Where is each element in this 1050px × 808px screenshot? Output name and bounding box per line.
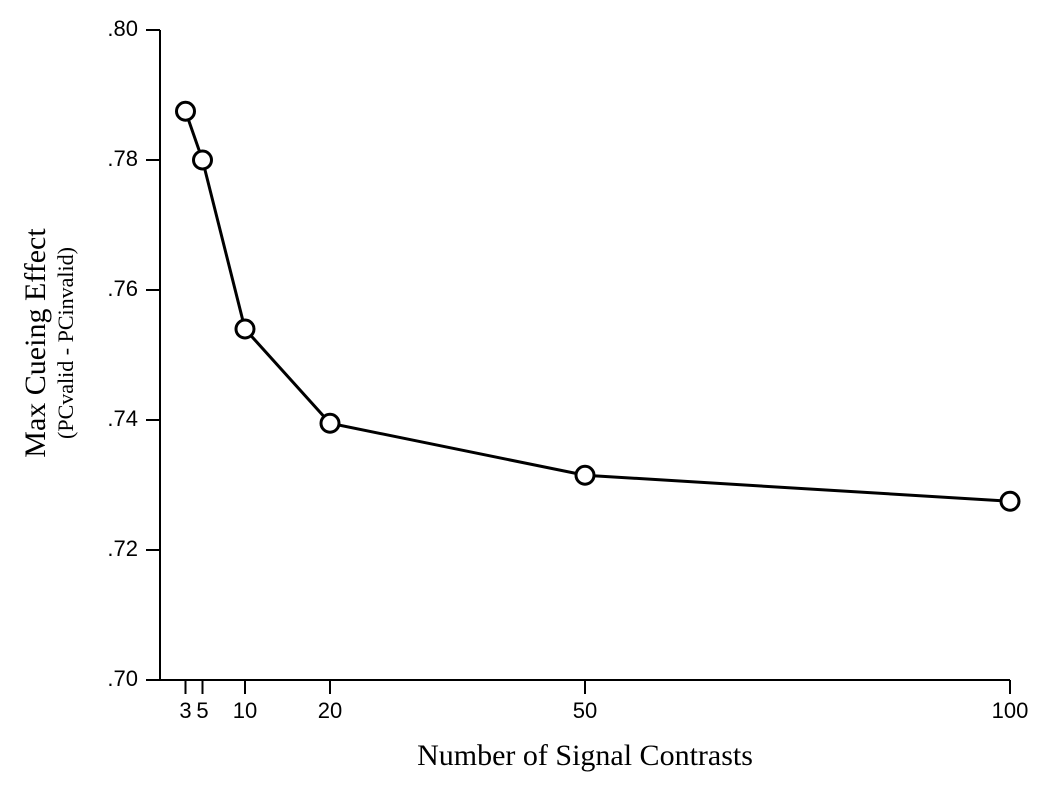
data-marker <box>194 151 212 169</box>
data-line <box>186 111 1011 501</box>
y-tick-label: .74 <box>107 406 138 431</box>
x-tick-label: 3 <box>179 698 191 723</box>
x-tick-label: 5 <box>196 698 208 723</box>
x-tick-label: 50 <box>573 698 597 723</box>
x-axis-label: Number of Signal Contrasts <box>417 739 753 772</box>
y-tick-label: .72 <box>107 536 138 561</box>
y-tick-label: .70 <box>107 666 138 691</box>
y-tick-label: .78 <box>107 146 138 171</box>
line-chart: .70 .72 .74 .76 .78 .80 35 10 20 50 100 Number of S… <box>0 0 1050 808</box>
data-marker <box>576 466 594 484</box>
y-axis-label-sub: (PCvalid - PCinvalid) <box>53 247 78 439</box>
x-tick-label: 10 <box>233 698 257 723</box>
chart-container: .70 .72 .74 .76 .78 .80 35 10 20 50 100 Number of S… <box>0 0 1050 808</box>
data-marker <box>236 320 254 338</box>
x-tick-label: 20 <box>318 698 342 723</box>
data-marker <box>177 102 195 120</box>
data-marker <box>1001 492 1019 510</box>
y-axis-label-main: Max Cueing Effect <box>19 228 52 458</box>
x-tick-label: 100 <box>992 698 1029 723</box>
data-marker <box>321 414 339 432</box>
y-tick-label: .76 <box>107 276 138 301</box>
y-tick-label: .80 <box>107 16 138 41</box>
